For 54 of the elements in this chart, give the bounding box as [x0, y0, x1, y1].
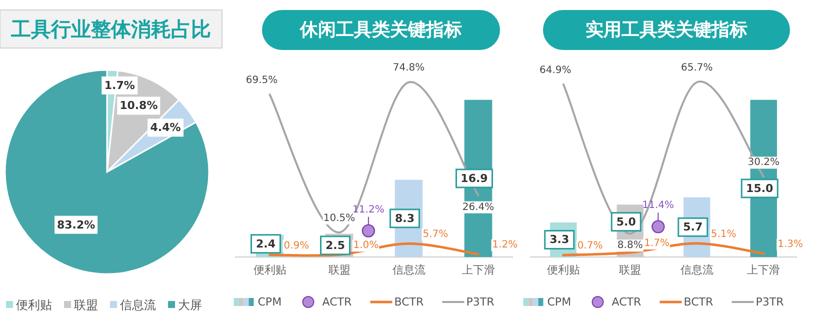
- legend-label: 信息流: [120, 298, 156, 312]
- data-label: 8.3: [395, 212, 414, 225]
- legend-label: P3TR: [756, 296, 784, 308]
- data-label: 10.8%: [120, 99, 158, 112]
- data-label: 1.0%: [353, 240, 379, 252]
- pie-slice: [4, 69, 210, 275]
- legend-label: ACTR: [322, 296, 352, 308]
- data-label: 2.4: [256, 237, 276, 250]
- legend-label: BCTR: [684, 296, 714, 308]
- x-tick-label: 便利贴: [546, 264, 580, 276]
- legend-label: CPM: [258, 296, 282, 308]
- data-label: 5.7: [683, 220, 703, 234]
- data-label: 74.8%: [392, 62, 425, 74]
- data-label: 65.7%: [680, 62, 713, 74]
- data-label: 4.4%: [150, 121, 181, 134]
- data-label: 64.9%: [539, 64, 572, 76]
- data-label: 8.8%: [617, 240, 643, 252]
- legend-label: P3TR: [466, 296, 495, 308]
- legend-label: 大屏: [178, 298, 202, 312]
- data-label: 5.7%: [422, 229, 448, 240]
- x-tick-label: 上下滑: [747, 264, 780, 276]
- data-label: 1.7%: [644, 238, 670, 249]
- chart-title: 实用工具类关键指标: [586, 20, 748, 40]
- data-label: 5.0: [616, 215, 636, 228]
- x-tick-label: 便利贴: [253, 264, 286, 276]
- data-label: 1.3%: [778, 239, 804, 250]
- x-tick-label: 联盟: [619, 264, 642, 276]
- data-label: 1.7%: [104, 78, 135, 92]
- data-label: 0.7%: [577, 240, 603, 252]
- data-label: 15.0: [746, 182, 774, 195]
- legend-label: 联盟: [74, 298, 98, 312]
- data-label: 3.3: [550, 233, 570, 246]
- chart-title: 工具行业整体消耗占比: [10, 17, 211, 41]
- x-tick-label: 联盟: [328, 264, 350, 276]
- legend-label: 便利贴: [16, 298, 52, 312]
- data-label: 10.5%: [323, 212, 356, 224]
- data-label: 5.1%: [710, 228, 736, 240]
- x-tick-label: 上下滑: [462, 264, 495, 276]
- data-label: 11.2%: [352, 204, 384, 216]
- data-label: 0.9%: [284, 240, 310, 252]
- data-label: 2.5: [326, 238, 345, 252]
- x-tick-label: 信息流: [680, 264, 714, 276]
- data-label: 83.2%: [56, 218, 96, 232]
- data-label: 26.4%: [462, 202, 494, 213]
- data-label: 11.4%: [642, 200, 674, 212]
- x-tick-label: 信息流: [392, 264, 426, 276]
- data-label: 16.9: [460, 172, 488, 185]
- data-label: 1.2%: [492, 240, 518, 251]
- legend-label: BCTR: [394, 296, 424, 308]
- legend-label: ACTR: [612, 296, 642, 308]
- legend-label: CPM: [547, 296, 572, 308]
- data-label: 69.5%: [246, 75, 278, 86]
- chart-title: 休闲工具类关键指标: [299, 20, 462, 40]
- data-label: 30.2%: [748, 157, 780, 168]
